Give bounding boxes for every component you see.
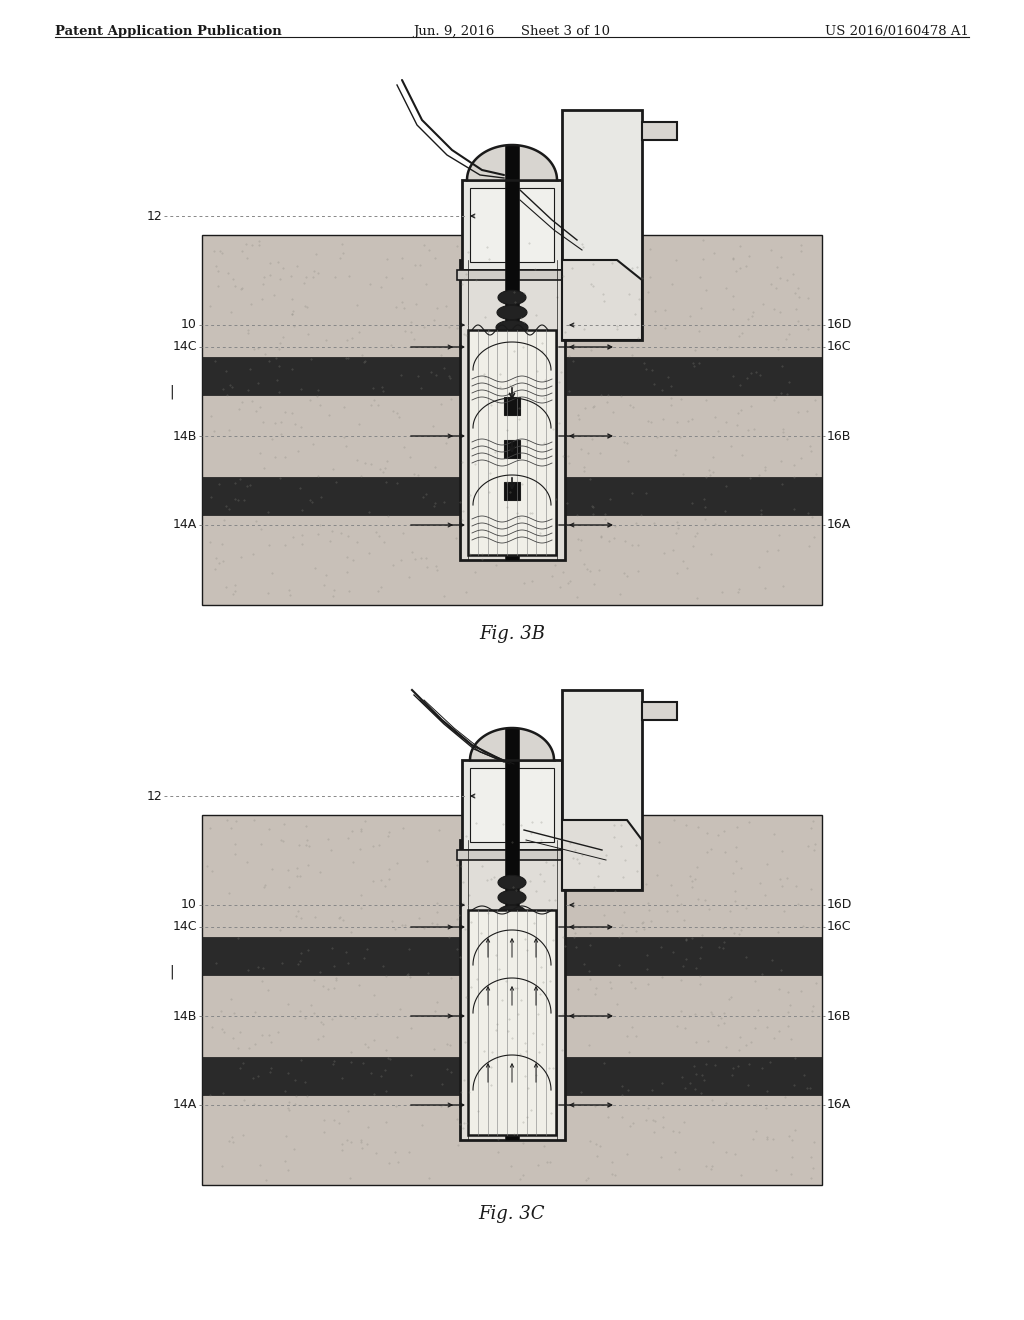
Bar bbox=[202, 814, 822, 1185]
Text: 14A: 14A bbox=[173, 519, 197, 532]
Ellipse shape bbox=[498, 906, 526, 920]
Text: 16A: 16A bbox=[827, 1098, 851, 1111]
Text: 14B: 14B bbox=[173, 429, 197, 442]
Text: 14C: 14C bbox=[172, 920, 197, 933]
Polygon shape bbox=[562, 820, 642, 890]
Bar bbox=[504, 397, 520, 414]
Ellipse shape bbox=[497, 335, 527, 350]
Text: 14C: 14C bbox=[172, 341, 197, 354]
Bar bbox=[202, 235, 822, 605]
Bar bbox=[505, 729, 519, 1140]
Text: |: | bbox=[170, 964, 174, 978]
Text: US 2016/0160478 A1: US 2016/0160478 A1 bbox=[825, 25, 969, 38]
Text: 12: 12 bbox=[146, 210, 162, 223]
Bar bbox=[470, 768, 554, 842]
Text: 10: 10 bbox=[181, 318, 197, 331]
Ellipse shape bbox=[498, 290, 526, 305]
Bar bbox=[505, 145, 519, 560]
Bar bbox=[202, 1057, 822, 1096]
Ellipse shape bbox=[498, 875, 526, 890]
Bar bbox=[468, 909, 556, 1135]
Text: |: | bbox=[170, 384, 174, 399]
Bar bbox=[642, 702, 677, 719]
Ellipse shape bbox=[498, 920, 526, 935]
Bar bbox=[202, 937, 822, 975]
Bar bbox=[460, 840, 564, 1140]
Text: 16A: 16A bbox=[827, 519, 851, 532]
Bar bbox=[470, 187, 554, 261]
Bar bbox=[202, 477, 822, 515]
Text: Fig. 3C: Fig. 3C bbox=[479, 1205, 545, 1224]
Text: 16C: 16C bbox=[827, 341, 852, 354]
Ellipse shape bbox=[498, 350, 526, 364]
Bar bbox=[457, 271, 567, 280]
Bar bbox=[504, 440, 520, 458]
Text: 14B: 14B bbox=[173, 1010, 197, 1023]
Polygon shape bbox=[562, 260, 642, 341]
Ellipse shape bbox=[497, 305, 527, 319]
Bar bbox=[642, 121, 677, 140]
Text: Jun. 9, 2016  Sheet 3 of 10: Jun. 9, 2016 Sheet 3 of 10 bbox=[414, 25, 610, 38]
Bar bbox=[202, 356, 822, 395]
Text: 16C: 16C bbox=[827, 920, 852, 933]
Ellipse shape bbox=[496, 321, 528, 335]
Text: 14A: 14A bbox=[173, 1098, 197, 1111]
Text: 16D: 16D bbox=[827, 318, 852, 331]
Text: 16B: 16B bbox=[827, 1010, 851, 1023]
Ellipse shape bbox=[498, 891, 526, 904]
Bar bbox=[462, 180, 562, 271]
Text: 12: 12 bbox=[146, 789, 162, 803]
Text: Patent Application Publication: Patent Application Publication bbox=[55, 25, 282, 38]
Bar bbox=[504, 482, 520, 500]
Text: 16B: 16B bbox=[827, 429, 851, 442]
Bar bbox=[457, 850, 567, 861]
Bar bbox=[468, 330, 556, 554]
Bar bbox=[562, 690, 642, 890]
Text: 10: 10 bbox=[181, 899, 197, 912]
Text: Fig. 3B: Fig. 3B bbox=[479, 624, 545, 643]
Bar bbox=[462, 760, 562, 850]
Bar bbox=[562, 110, 642, 341]
Text: 16D: 16D bbox=[827, 899, 852, 912]
Bar bbox=[460, 260, 564, 560]
